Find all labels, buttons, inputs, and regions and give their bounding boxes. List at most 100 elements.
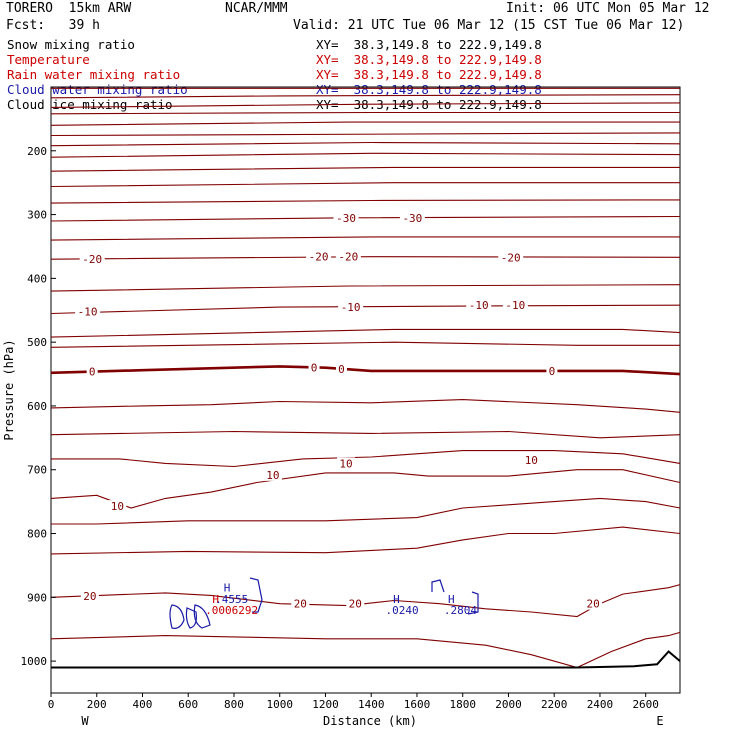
cloud-outline-3 (249, 577, 263, 613)
cloud-outline-2 (193, 604, 211, 629)
cloud-outline-0 (169, 604, 185, 629)
temperature-label-1: -30 (402, 212, 422, 225)
field-name-cloud-ice: Cloud ice mixing ratio (7, 97, 173, 112)
temperature-label-5: -20 (501, 251, 521, 264)
temperature-label-3: -20 (309, 251, 329, 264)
temperature-label-bg-16 (263, 468, 282, 481)
temperature-label-8: -10 (469, 299, 489, 312)
y-tick-label-2: 400 (27, 272, 47, 285)
temperature-label-14: 10 (339, 457, 352, 470)
forecast-hour: Fcst: 39 h (6, 18, 100, 33)
y-tick-label-5: 700 (27, 464, 47, 477)
temperature-label-bg-3 (306, 250, 332, 263)
contour-labels: -30 -30 -20 -20 -20 -20 -10 -10 -10 -10 0 0 0 0 10 10 10… (75, 211, 603, 629)
field-xy-snow: XY= 38.3,149.8 to 222.9,149.8 (316, 37, 542, 52)
temperature-contour-9 (50, 182, 680, 188)
temperature-label-bg-13 (546, 364, 558, 377)
temperature-contour-23 (51, 497, 681, 525)
x-tick-label-13: 2600 (632, 698, 659, 711)
temperature-label-20: 20 (349, 598, 362, 611)
x-tick-label-4: 800 (224, 698, 244, 711)
temperature-contour-25 (50, 584, 681, 618)
y-tick-label-3: 500 (27, 336, 47, 349)
temperature-label-bg-18 (80, 590, 99, 603)
temperature-label-bg-15 (522, 454, 541, 467)
temperature-contour-8 (50, 166, 680, 172)
cloud-label-7: .2804 (444, 604, 477, 617)
x-tick-label-7: 1400 (358, 698, 385, 711)
temperature-contour-21 (51, 450, 681, 468)
cloud-label-3: .0006292 (205, 604, 258, 617)
temperature-label-7: -10 (341, 301, 361, 314)
y-tick-label-8: 1000 (21, 655, 48, 668)
model-title: TORERO 15km ARW (6, 1, 132, 16)
y-tick-label-6: 800 (27, 528, 47, 541)
temperature-contour-5 (50, 132, 681, 137)
y-tick-label-1: 300 (27, 209, 47, 222)
field-name-rain: Rain water mixing ratio (7, 67, 181, 82)
temperature-label-bg-14 (337, 457, 356, 470)
x-axis-right-end-label: E (656, 714, 663, 728)
temperature-label-bg-0 (333, 211, 359, 224)
temperature-contour-19 (50, 399, 681, 413)
x-axis: 0 200 400 600 800 1000 1200 1400 1600 1800 2000 220… (48, 693, 659, 711)
x-axis-title: Distance (km) (323, 714, 417, 728)
y-axis-title: Pressure (hPa) (2, 339, 16, 440)
temperature-label-bg-21 (584, 597, 603, 610)
temperature-contour-1 (50, 94, 681, 99)
cloud-outline-1 (185, 607, 197, 629)
y-axis: 200 300 400 500 600 700 800 900 1000 (21, 145, 56, 668)
cloud-label-2: .4555 (215, 593, 248, 606)
temperature-contour-26 (50, 631, 681, 669)
temperature-contour-15 (50, 304, 681, 315)
x-tick-label-6: 1200 (312, 698, 339, 711)
temperature-label-bg-5 (498, 251, 524, 264)
temperature-contours (50, 87, 681, 669)
x-tick-label-2: 400 (133, 698, 153, 711)
temperature-label-6: -10 (78, 306, 98, 319)
temperature-label-10: 0 (89, 366, 96, 379)
field-xy-rain: XY= 38.3,149.8 to 222.9,149.8 (316, 67, 542, 82)
y-tick-label-0: 200 (27, 145, 47, 158)
temperature-contour-14 (50, 284, 681, 292)
valid-time: Valid: 21 UTC Tue 06 Mar 12 (15 CST Tue … (293, 18, 685, 33)
terrain-line (51, 650, 681, 669)
temperature-label-bg-17 (108, 500, 127, 513)
temperature-contour-6 (50, 141, 681, 147)
x-tick-label-3: 600 (178, 698, 198, 711)
temperature-contour-22 (50, 469, 681, 509)
x-tick-label-9: 1800 (449, 698, 476, 711)
temperature-label-0: -30 (336, 212, 356, 225)
field-name-temperature: Temperature (7, 52, 90, 67)
temperature-contour-12 (50, 236, 680, 241)
temperature-label-17: 10 (111, 500, 124, 513)
x-tick-label-0: 0 (48, 698, 55, 711)
x-tick-label-11: 2200 (541, 698, 568, 711)
cloud-label-6: H (448, 593, 455, 606)
temperature-contour-16 (50, 328, 681, 338)
temperature-label-bg-6 (75, 305, 101, 318)
temperature-contour-17 (50, 341, 680, 348)
x-axis-left-end-label: W (81, 714, 89, 728)
x-tick-label-5: 1000 (266, 698, 293, 711)
temperature-contour-2 (50, 102, 681, 108)
temperature-contour-11 (50, 215, 681, 222)
cloud-label-4: H (393, 593, 400, 606)
temperature-label-16: 10 (266, 469, 279, 482)
temperature-label-bg-12 (335, 362, 347, 375)
temperature-label-13: 0 (549, 365, 556, 378)
temperature-label-bg-10 (86, 365, 98, 378)
temperature-contour-10 (50, 199, 681, 204)
temperature-label-bg-8 (466, 299, 492, 312)
field-xy-cloud-ice: XY= 38.3,149.8 to 222.9,149.8 (316, 97, 542, 112)
temperature-contour-13 (50, 256, 681, 260)
plot-frame (50, 86, 681, 694)
temperature-label-bg-9 (502, 299, 528, 312)
temperature-label-bg-7 (338, 301, 364, 314)
x-tick-label-8: 1600 (404, 698, 431, 711)
temperature-label-9: -10 (505, 299, 525, 312)
temperature-contour-18 (50, 365, 681, 376)
cloud-outline-5 (467, 591, 479, 615)
x-tick-label-1: 200 (87, 698, 107, 711)
